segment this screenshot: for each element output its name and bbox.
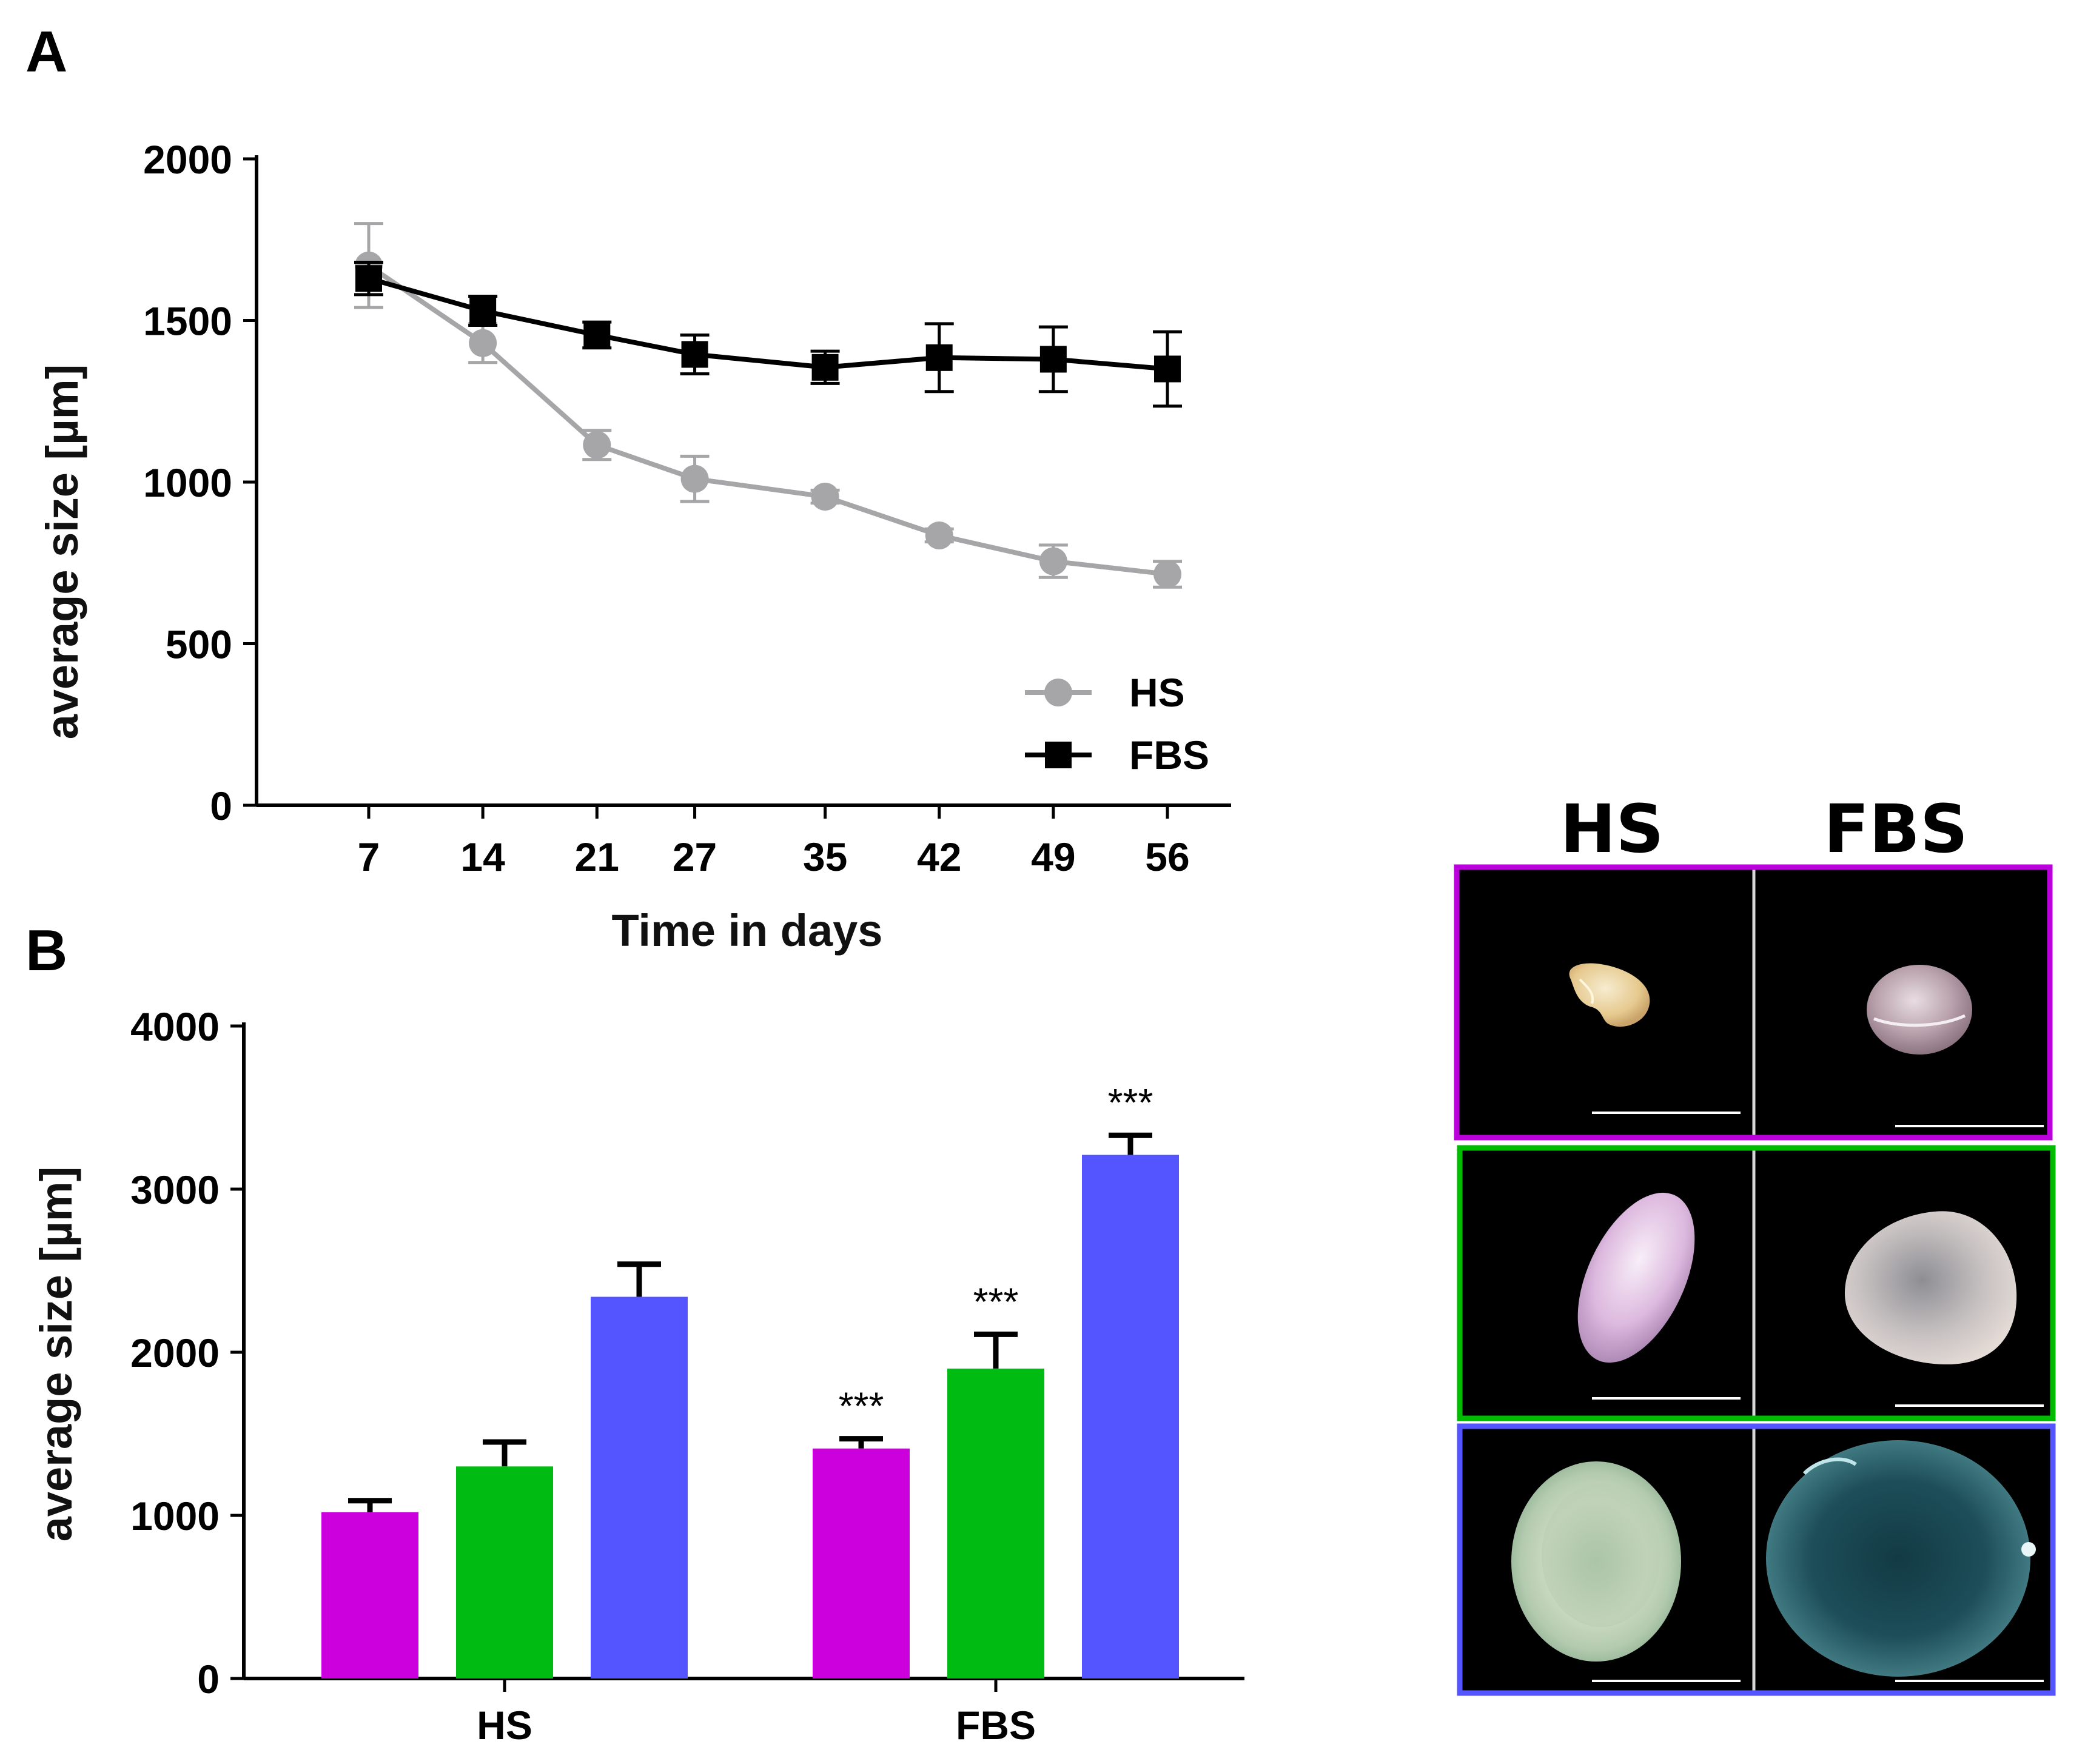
bar-chart-panel-b: 0 1000 2000 3000 4000 *** *** *** HS FBS averag… — [31, 1004, 1244, 1748]
photo-row-3-frame — [1457, 1423, 2056, 1696]
bar-hs-1 — [321, 1512, 418, 1678]
line-series-fbs — [354, 261, 1182, 408]
line-chart-y-tick-label: 2000 — [143, 137, 232, 182]
legend-fbs-marker — [1045, 742, 1072, 768]
data-point-fbs — [583, 321, 611, 349]
bar-chart-y-axis-title: average size [µm] — [31, 1167, 81, 1542]
organoid-image-fbs-week-8 — [1766, 1440, 2030, 1677]
legend-hs-label: HS — [1129, 670, 1185, 715]
data-point-hs — [583, 431, 611, 459]
data-point-fbs — [1154, 355, 1181, 383]
data-point-fbs — [355, 265, 382, 292]
legend-fbs-label: FBS — [1129, 733, 1209, 777]
legend-item-hs: HS — [1025, 670, 1185, 715]
bar-chart-y-tick-label: 3000 — [130, 1167, 220, 1212]
bar-chart-y-tick-label: 4000 — [130, 1004, 220, 1049]
line-chart-x-tick-label: 27 — [673, 834, 717, 879]
line-series-fbs-path — [368, 276, 1168, 372]
bar-fbs-2 — [947, 1368, 1044, 1678]
data-point-fbs — [681, 341, 708, 368]
line-chart-y-tick-label: 0 — [210, 783, 232, 828]
organoid-image-hs-week-4 — [1577, 1192, 1695, 1363]
photo-header-hs: HS — [1560, 790, 1664, 868]
organoid-image-fbs-week-8-highlight — [1802, 1457, 1857, 1475]
data-point-hs — [811, 482, 839, 511]
line-chart-x-tick-label: 21 — [575, 834, 619, 879]
line-chart-y-axis-title: average size [µm] — [37, 364, 87, 740]
bar-chart-x-label-hs: HS — [477, 1703, 532, 1748]
bar-fbs-1 — [813, 1448, 910, 1678]
bar-chart-x-labels: HS FBS — [477, 1678, 1036, 1748]
bar-chart-bars: *** *** *** — [321, 1081, 1179, 1678]
line-chart-y-tick-label: 500 — [166, 622, 232, 667]
photo-row-1-frame — [1454, 864, 2053, 1141]
legend-item-fbs: FBS — [1025, 733, 1209, 777]
data-point-hs — [680, 464, 709, 493]
significance-label-fbs-1: *** — [839, 1384, 884, 1428]
panel-b-letter: B — [25, 918, 67, 983]
organoid-image-fbs-week-1-highlight — [1873, 1014, 1966, 1027]
photo-row-3 — [1457, 1423, 2056, 1696]
photo-panel: HS FBS — [1454, 790, 2056, 1696]
significance-label-fbs-2: *** — [973, 1279, 1019, 1323]
photo-header-fbs: FBS — [1824, 790, 1968, 868]
line-chart-x-tick-label: 14 — [460, 834, 505, 879]
organoid-image-hs-week-8-inner — [1542, 1484, 1660, 1627]
data-point-fbs — [925, 344, 953, 371]
bar-chart-y-tick-label: 1000 — [130, 1494, 220, 1538]
line-chart-y-tick-label: 1000 — [143, 460, 232, 505]
data-point-fbs — [469, 297, 497, 324]
line-chart-x-axis-title: Time in days — [612, 905, 883, 956]
organoid-image-fbs-week-8-reflection — [2021, 1542, 2036, 1557]
line-chart-x-tick-label: 7 — [358, 834, 380, 879]
line-chart-y-tick-label: 1500 — [143, 299, 232, 344]
data-point-fbs — [811, 354, 839, 381]
line-series-hs — [354, 222, 1182, 589]
data-point-hs — [1153, 560, 1181, 588]
data-point-hs — [1039, 547, 1067, 575]
photo-row-2-frame — [1457, 1145, 2056, 1421]
bar-hs-3 — [591, 1296, 688, 1678]
organoid-image-hs-week-1 — [1569, 963, 1650, 1027]
bar-hs-2 — [456, 1466, 553, 1678]
bar-chart-y-tick-label: 0 — [197, 1657, 220, 1702]
photo-row-2 — [1457, 1145, 2056, 1421]
line-chart-x-tick-label: 49 — [1031, 834, 1075, 879]
line-chart-legend: HS FBS — [1025, 670, 1209, 777]
bar-chart-x-label-fbs: FBS — [956, 1703, 1036, 1748]
bar-chart-y-tick-label: 2000 — [130, 1330, 220, 1375]
organoid-image-fbs-week-4 — [1844, 1211, 2017, 1365]
data-point-hs — [925, 521, 953, 549]
organoid-image-hs-week-1-highlight — [1579, 978, 1594, 1004]
line-chart-x-ticks: 7 14 21 27 35 42 49 56 — [358, 805, 1190, 879]
line-chart-panel-a: 0 500 1000 1500 2000 7 14 21 27 35 42 49 56 Time in… — [37, 137, 1231, 956]
line-chart-axes — [255, 155, 1231, 807]
photo-row-1 — [1454, 864, 2053, 1141]
line-chart-x-tick-label: 42 — [917, 834, 961, 879]
line-chart-x-tick-label: 35 — [803, 834, 847, 879]
legend-hs-marker — [1044, 679, 1072, 706]
line-chart-y-ticks: 0 500 1000 1500 2000 — [143, 137, 257, 828]
line-chart-x-tick-label: 56 — [1145, 834, 1189, 879]
significance-label-fbs-3: *** — [1108, 1081, 1153, 1124]
bar-chart-y-ticks: 0 1000 2000 3000 4000 — [130, 1004, 244, 1702]
organoid-image-fbs-week-1 — [1867, 965, 1972, 1055]
line-series-hs-path — [367, 263, 1168, 577]
panel-a-letter: A — [25, 19, 67, 84]
data-point-hs — [469, 329, 497, 357]
line-chart-series — [354, 222, 1182, 589]
data-point-fbs — [1039, 346, 1067, 373]
bar-fbs-3 — [1082, 1155, 1179, 1678]
